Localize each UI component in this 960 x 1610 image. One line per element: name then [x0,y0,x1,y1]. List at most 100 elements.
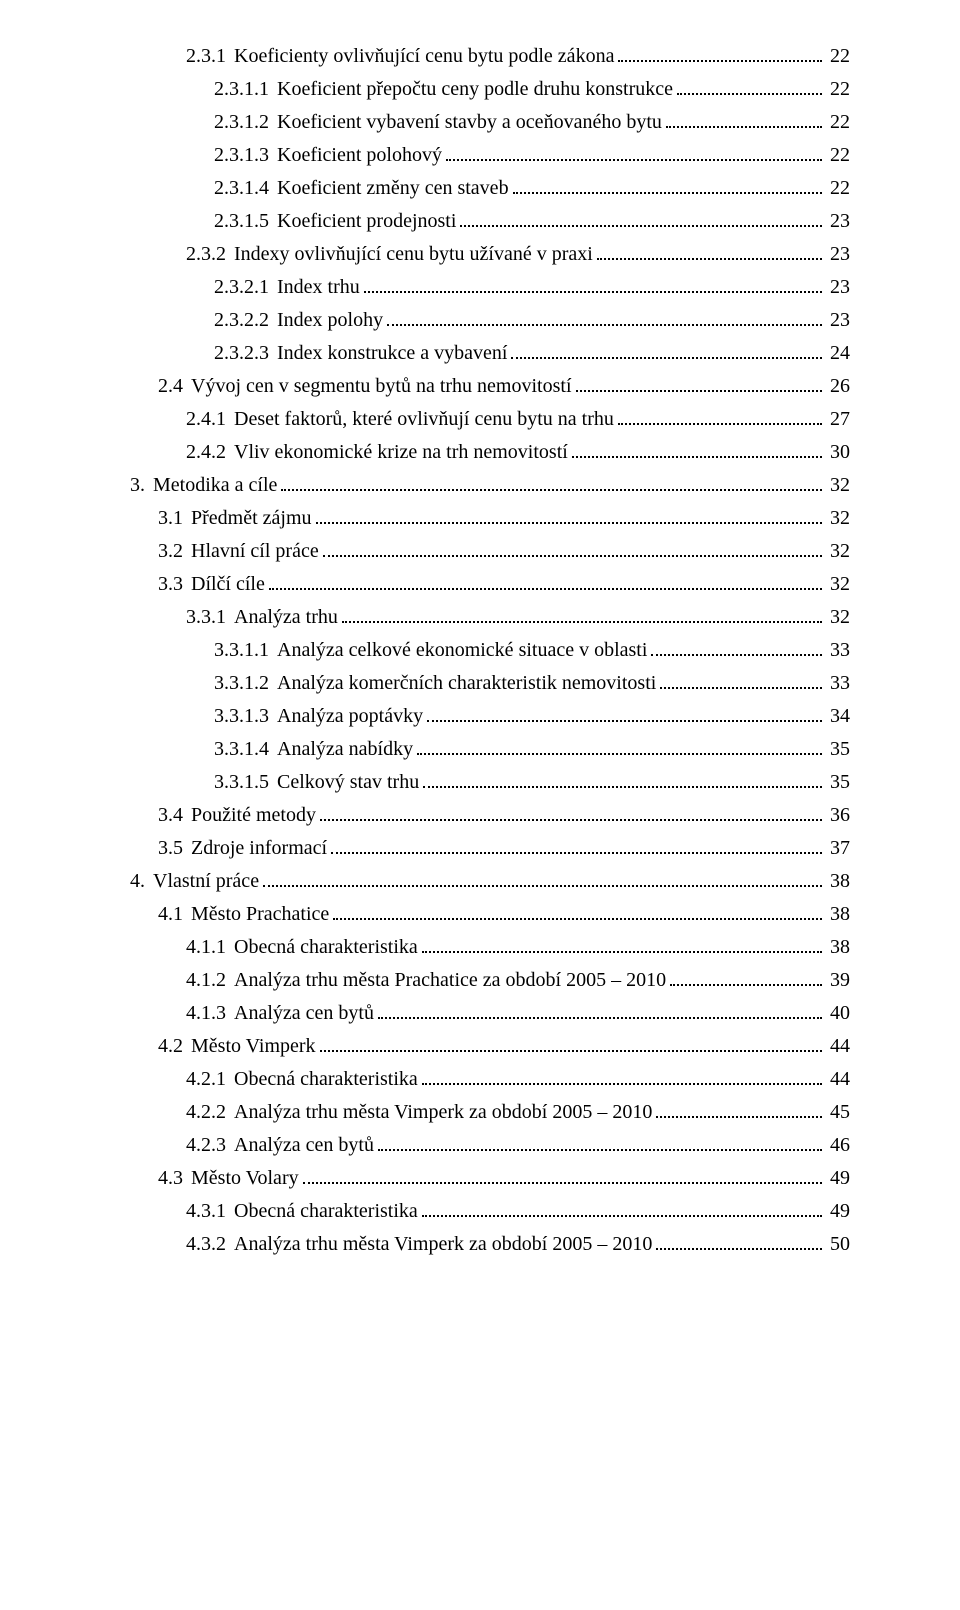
toc-entry: 2.3.1.2Koeficient vybavení stavby a oceň… [130,106,850,139]
toc-entry-number: 4.1.2 [186,964,234,997]
toc-entry-page: 40 [826,997,850,1030]
toc-dot-leader [511,339,822,359]
toc-entry-page: 23 [826,304,850,337]
toc-entry-page: 35 [826,766,850,799]
toc-entry-title: Analýza trhu města Vimperk za období 200… [234,1096,652,1129]
toc-entry-title: Použité metody [191,799,316,832]
toc-dot-leader [316,504,822,524]
toc-entry-page: 32 [826,502,850,535]
toc-entry: 4.1.2Analýza trhu města Prachatice za ob… [130,964,850,997]
toc-entry-page: 23 [826,205,850,238]
toc-entry-page: 32 [826,535,850,568]
toc-entry-title: Indexy ovlivňující cenu bytu užívané v p… [234,238,593,271]
toc-entry-page: 35 [826,733,850,766]
toc-entry-page: 46 [826,1129,850,1162]
table-of-contents: 2.3.1Koeficienty ovlivňující cenu bytu p… [130,40,850,1261]
toc-entry-number: 3.3.1.2 [214,667,277,700]
toc-entry-title: Analýza poptávky [277,700,423,733]
toc-entry-number: 4.3 [158,1162,191,1195]
toc-entry-page: 32 [826,568,850,601]
toc-entry-page: 50 [826,1228,850,1261]
toc-entry-number: 3.5 [158,832,191,865]
toc-dot-leader [656,1230,822,1250]
toc-entry: 4.3.2Analýza trhu města Vimperk za obdob… [130,1228,850,1261]
toc-entry-number: 3.3.1.3 [214,700,277,733]
toc-dot-leader [364,273,822,293]
toc-dot-leader [378,1131,822,1151]
toc-entry-title: Obecná charakteristika [234,1063,418,1096]
toc-entry: 2.4.1Deset faktorů, které ovlivňují cenu… [130,403,850,436]
toc-entry-page: 36 [826,799,850,832]
toc-entry-page: 44 [826,1030,850,1063]
toc-entry: 4.1Město Prachatice38 [130,898,850,931]
toc-entry-title: Zdroje informací [191,832,327,865]
toc-entry-number: 3. [130,469,153,502]
toc-entry: 3.1Předmět zájmu32 [130,502,850,535]
toc-dot-leader [342,603,822,623]
toc-dot-leader [422,1197,822,1217]
toc-entry-title: Koeficient polohový [277,139,442,172]
toc-entry: 3.3.1.4Analýza nabídky35 [130,733,850,766]
toc-entry-number: 3.2 [158,535,191,568]
toc-dot-leader [269,570,822,590]
toc-dot-leader [576,372,823,392]
toc-entry: 4.3.1Obecná charakteristika49 [130,1195,850,1228]
toc-entry: 2.3.2.2Index polohy23 [130,304,850,337]
toc-entry-number: 4.3.2 [186,1228,234,1261]
toc-dot-leader [677,75,822,95]
toc-entry-page: 33 [826,634,850,667]
toc-entry: 3.3.1.3Analýza poptávky34 [130,700,850,733]
toc-entry-title: Koeficient prodejnosti [277,205,456,238]
toc-entry: 3.5Zdroje informací37 [130,832,850,865]
toc-entry-page: 38 [826,865,850,898]
toc-entry-number: 2.3.2.2 [214,304,277,337]
toc-entry: 4.Vlastní práce38 [130,865,850,898]
toc-entry-page: 23 [826,238,850,271]
toc-entry-title: Analýza nabídky [277,733,413,766]
toc-entry-title: Koeficient vybavení stavby a oceňovaného… [277,106,662,139]
toc-entry: 4.1.1Obecná charakteristika38 [130,931,850,964]
toc-dot-leader [422,933,822,953]
toc-entry-number: 2.4 [158,370,191,403]
toc-dot-leader [651,636,822,656]
toc-entry-number: 2.3.2.3 [214,337,277,370]
toc-entry-number: 2.3.1.2 [214,106,277,139]
toc-entry: 4.1.3Analýza cen bytů40 [130,997,850,1030]
toc-entry-title: Město Volary [191,1162,299,1195]
toc-entry-title: Vliv ekonomické krize na trh nemovitostí [234,436,568,469]
toc-dot-leader [423,768,822,788]
toc-entry-number: 3.3 [158,568,191,601]
toc-entry: 3.Metodika a cíle32 [130,469,850,502]
toc-entry: 3.3.1.2Analýza komerčních charakteristik… [130,667,850,700]
toc-entry-title: Obecná charakteristika [234,931,418,964]
toc-entry: 2.4Vývoj cen v segmentu bytů na trhu nem… [130,370,850,403]
toc-dot-leader [446,141,822,161]
toc-dot-leader [320,801,822,821]
toc-entry-number: 4.2 [158,1030,191,1063]
toc-entry-page: 26 [826,370,850,403]
toc-dot-leader [263,867,822,887]
toc-entry-title: Obecná charakteristika [234,1195,418,1228]
toc-entry-title: Město Vimperk [191,1030,316,1063]
toc-entry: 3.4Použité metody36 [130,799,850,832]
toc-entry-page: 38 [826,931,850,964]
toc-dot-leader [387,306,822,326]
toc-entry-title: Koeficient přepočtu ceny podle druhu kon… [277,73,673,106]
toc-entry-page: 22 [826,139,850,172]
toc-dot-leader [670,966,822,986]
toc-entry: 2.3.1Koeficienty ovlivňující cenu bytu p… [130,40,850,73]
toc-entry-page: 24 [826,337,850,370]
toc-dot-leader [597,240,822,260]
toc-dot-leader [656,1098,822,1118]
toc-entry-number: 2.3.1.4 [214,172,277,205]
toc-entry-title: Koeficienty ovlivňující cenu bytu podle … [234,40,614,73]
toc-entry-title: Analýza cen bytů [234,997,374,1030]
toc-entry-number: 2.4.2 [186,436,234,469]
toc-entry-page: 32 [826,601,850,634]
toc-entry-number: 2.3.2.1 [214,271,277,304]
toc-dot-leader [660,669,822,689]
toc-entry: 3.3.1.1Analýza celkové ekonomické situac… [130,634,850,667]
toc-entry-number: 2.3.1.5 [214,205,277,238]
toc-entry: 4.2.3Analýza cen bytů46 [130,1129,850,1162]
toc-dot-leader [572,438,822,458]
